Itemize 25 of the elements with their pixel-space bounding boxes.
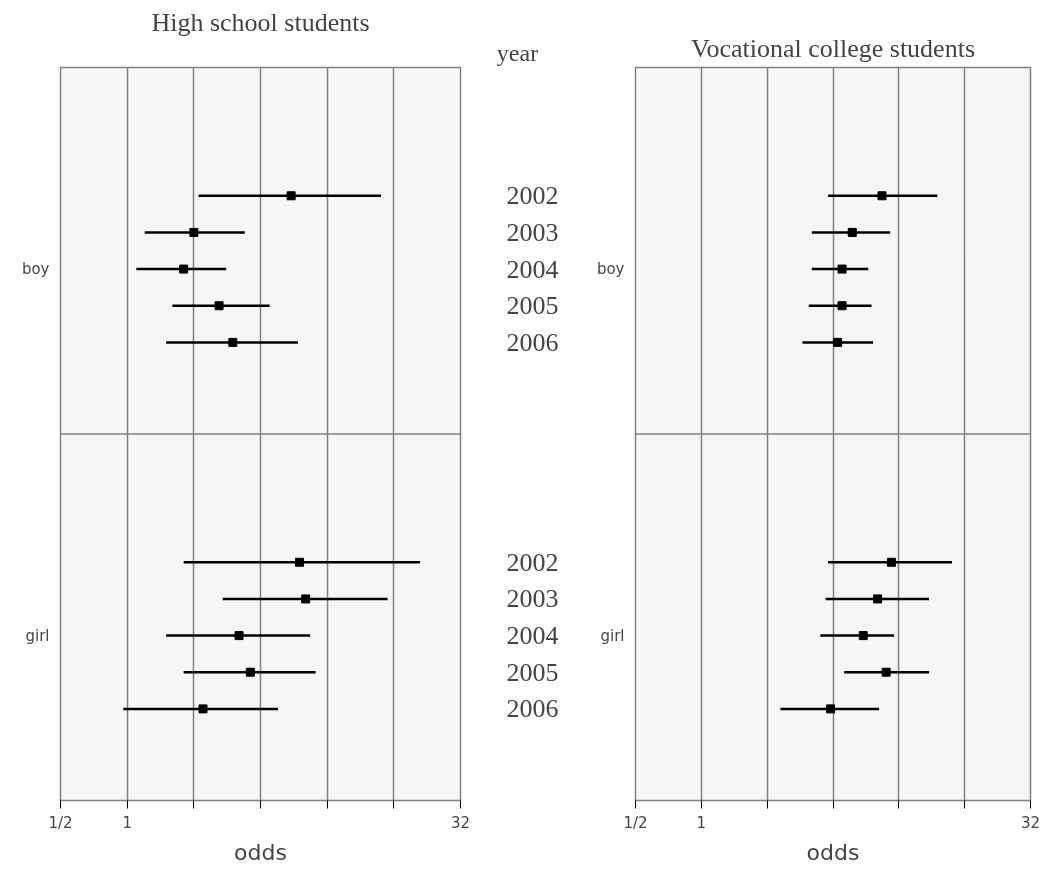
- y-tick-label: 2002: [506, 181, 559, 211]
- y-axis-title: year: [496, 39, 539, 66]
- x-tick-label: 1/2: [623, 813, 648, 832]
- y-tick-label: 2003: [506, 217, 559, 247]
- y-tick-label: 2003: [506, 584, 559, 614]
- y-tick-label: 2002: [506, 547, 559, 577]
- text: girl: [25, 626, 50, 645]
- text: boy: [21, 260, 50, 279]
- x-axis-title: odds: [806, 839, 860, 865]
- text: boy: [596, 260, 625, 279]
- y-tick-label: 2006: [506, 694, 559, 724]
- x-tick-label: 1: [696, 813, 707, 832]
- x-tick-label: 32: [450, 813, 471, 832]
- y-tick-label: 2004: [506, 621, 559, 651]
- chart-title: Vocational college students: [691, 33, 976, 63]
- y-tick-label: 2005: [506, 657, 559, 687]
- text: girl: [600, 626, 625, 645]
- y-tick-label: 2005: [506, 291, 559, 321]
- chart-title: High school students: [151, 7, 370, 37]
- x-tick-label: 1: [122, 813, 132, 832]
- x-axis-title: odds: [234, 839, 287, 865]
- y-tick-label: 2004: [506, 254, 559, 284]
- x-tick-label: 32: [1020, 813, 1041, 832]
- y-tick-label: 2006: [506, 327, 559, 357]
- x-tick-label: 1/2: [48, 813, 73, 832]
